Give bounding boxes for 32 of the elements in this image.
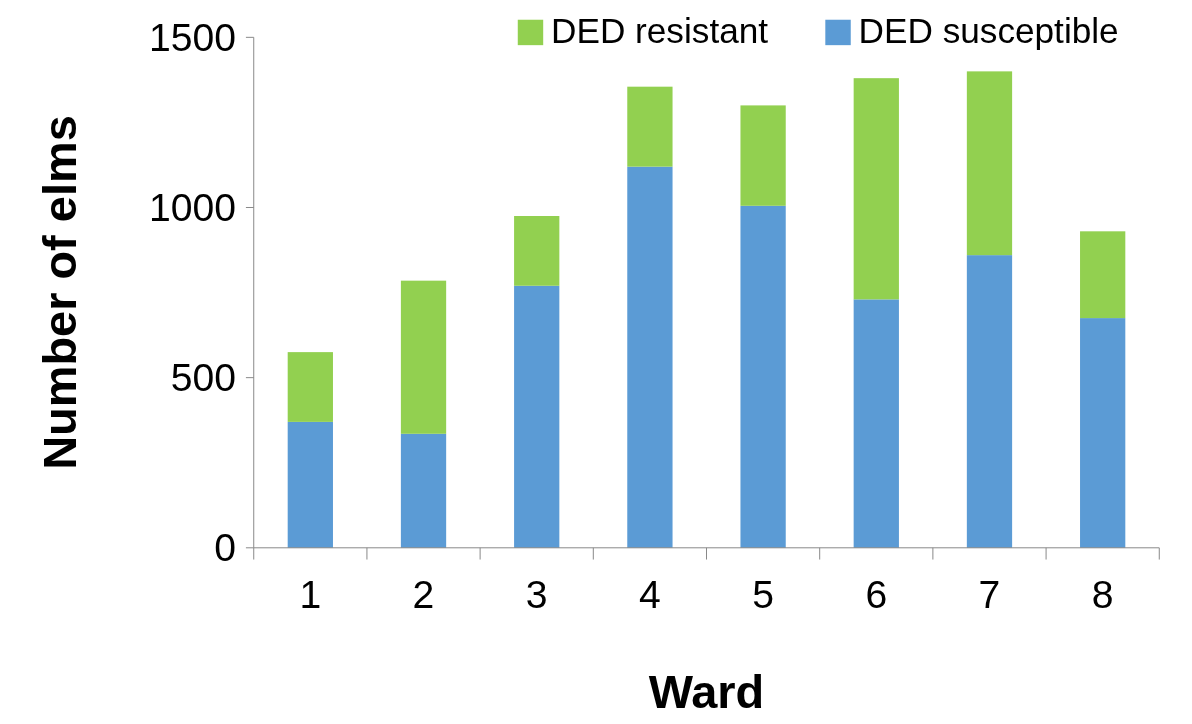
- bar: [853, 78, 899, 300]
- x-tick-label: 6: [865, 573, 888, 617]
- bar: [627, 166, 673, 548]
- y-tick-label: 1500: [149, 16, 237, 60]
- x-tick-label: 2: [412, 573, 435, 617]
- bar: [740, 105, 786, 206]
- bar: [400, 433, 447, 548]
- bar: [1080, 318, 1126, 548]
- bar: [514, 285, 560, 548]
- x-tick-label: 8: [1091, 573, 1114, 617]
- x-tick-label: 3: [525, 573, 548, 617]
- y-tick-label: 500: [170, 356, 237, 400]
- bar: [966, 71, 1013, 256]
- x-axis-title: Ward: [648, 666, 765, 719]
- bar: [627, 86, 673, 167]
- x-tick-label: 7: [978, 573, 1001, 617]
- bar: [1080, 231, 1126, 319]
- bar: [287, 421, 333, 548]
- bar: [853, 299, 899, 548]
- legend-label: DED susceptible: [858, 11, 1119, 51]
- bar: [514, 216, 560, 286]
- x-tick-label: 5: [752, 573, 774, 617]
- bar: [966, 255, 1013, 548]
- y-axis-title: Number of elms: [33, 115, 86, 470]
- bar: [740, 205, 786, 548]
- legend-label: DED resistant: [551, 11, 769, 51]
- bar: [287, 352, 333, 422]
- x-tick-label: 4: [639, 573, 661, 617]
- x-tick-label: 1: [299, 573, 322, 617]
- y-tick-label: 1000: [149, 186, 237, 230]
- bar: [400, 280, 447, 434]
- y-tick-label: 0: [214, 526, 237, 570]
